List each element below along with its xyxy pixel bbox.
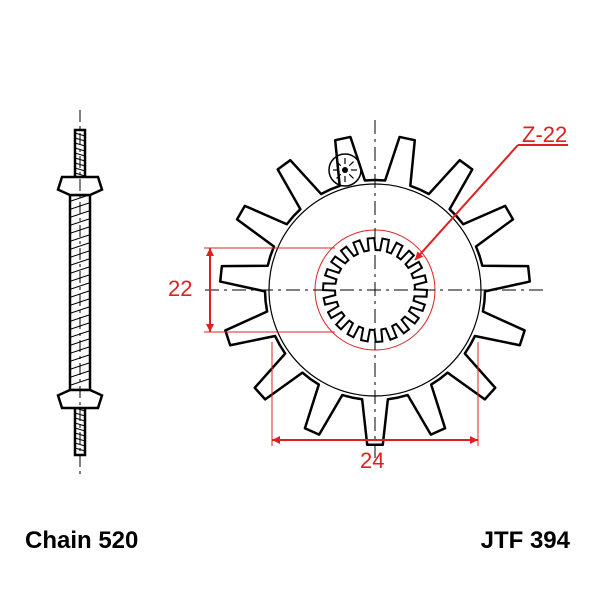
spline-annotation-label: Z-22 <box>522 122 567 148</box>
brand-logo <box>329 154 361 186</box>
dim-horizontal-label: 24 <box>360 448 384 474</box>
side-view <box>58 110 102 475</box>
dim-vertical-label: 22 <box>168 276 192 302</box>
chain-label: Chain 520 <box>25 527 138 555</box>
part-number-label: JTF 394 <box>481 527 570 555</box>
